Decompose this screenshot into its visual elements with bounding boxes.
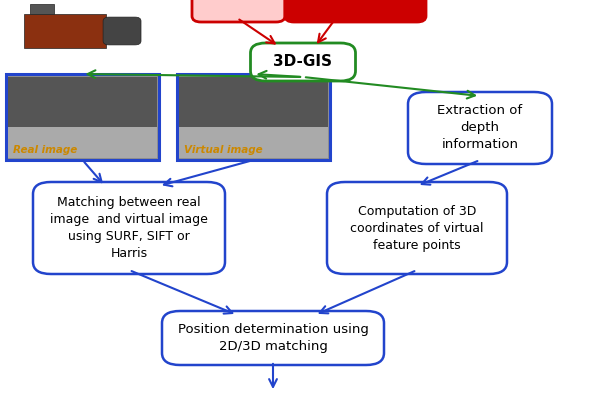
Text: Matching between real
image  and virtual image
using SURF, SIFT or
Harris: Matching between real image and virtual … <box>50 196 208 260</box>
FancyBboxPatch shape <box>179 78 328 127</box>
FancyBboxPatch shape <box>251 43 355 81</box>
FancyBboxPatch shape <box>408 92 552 164</box>
Text: 3D-GIS: 3D-GIS <box>274 54 332 70</box>
FancyBboxPatch shape <box>179 127 328 158</box>
FancyBboxPatch shape <box>192 0 285 22</box>
Text: Extraction of
depth
information: Extraction of depth information <box>437 104 523 152</box>
FancyBboxPatch shape <box>8 127 157 158</box>
Text: Real image: Real image <box>13 145 77 155</box>
FancyBboxPatch shape <box>24 14 106 48</box>
Text: Virtual image: Virtual image <box>184 145 263 155</box>
FancyBboxPatch shape <box>285 0 426 22</box>
Text: Position determination using
2D/3D matching: Position determination using 2D/3D match… <box>178 323 368 353</box>
FancyBboxPatch shape <box>30 4 54 14</box>
Text: Computation of 3D
coordinates of virtual
feature points: Computation of 3D coordinates of virtual… <box>350 204 484 252</box>
FancyBboxPatch shape <box>8 78 157 127</box>
FancyBboxPatch shape <box>6 74 159 160</box>
FancyBboxPatch shape <box>103 17 141 45</box>
FancyBboxPatch shape <box>327 182 507 274</box>
FancyBboxPatch shape <box>162 311 384 365</box>
FancyBboxPatch shape <box>33 182 225 274</box>
FancyBboxPatch shape <box>177 74 330 160</box>
